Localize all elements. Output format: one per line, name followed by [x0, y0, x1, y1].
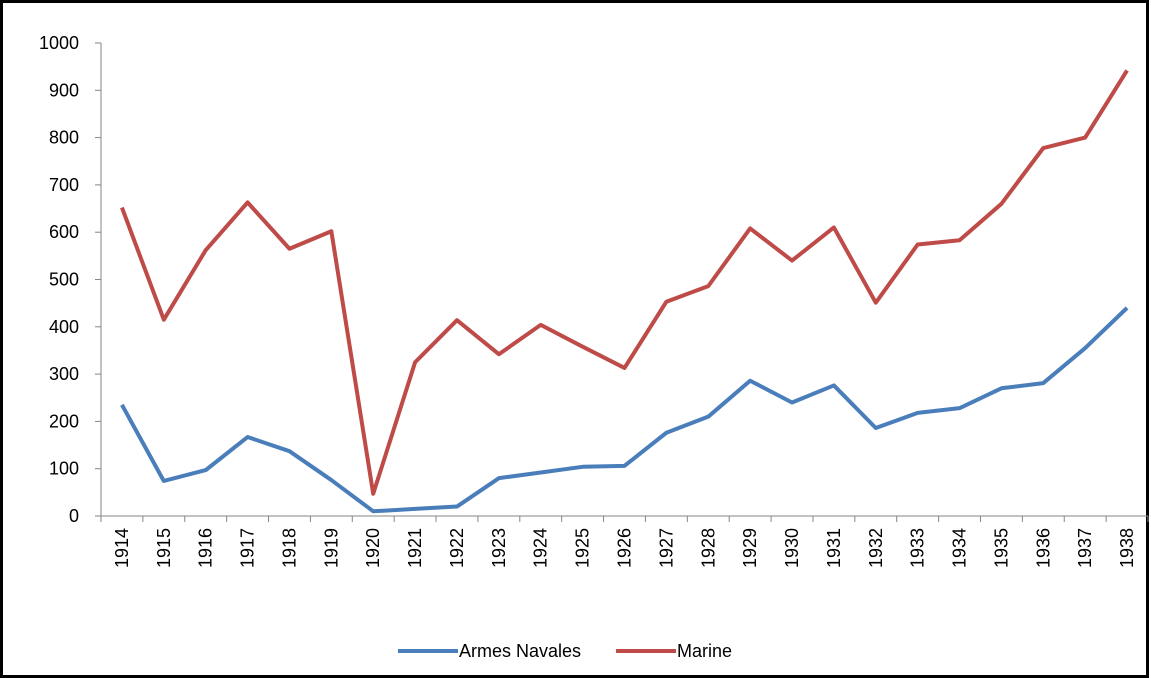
- y-tick-label: 700: [49, 175, 79, 195]
- x-tick-label: 1916: [196, 528, 216, 568]
- x-tick-label: 1934: [950, 528, 970, 568]
- x-tick-label: 1922: [447, 528, 467, 568]
- x-tick-label: 1921: [405, 528, 425, 568]
- x-tick-label: 1920: [363, 528, 383, 568]
- y-tick-label: 1000: [39, 33, 79, 53]
- x-tick-label: 1918: [279, 528, 299, 568]
- x-tick-label: 1929: [740, 528, 760, 568]
- x-tick-label: 1924: [531, 528, 551, 568]
- y-tick-label: 400: [49, 317, 79, 337]
- x-tick-label: 1923: [489, 528, 509, 568]
- x-tick-label: 1914: [112, 528, 132, 568]
- series-line: [120, 69, 1129, 496]
- x-tick-label: 1932: [866, 528, 886, 568]
- y-tick-label: 800: [49, 128, 79, 148]
- x-tick-label: 1930: [782, 528, 802, 568]
- legend-label: Armes Navales: [459, 641, 581, 661]
- x-tick-label: 1926: [615, 528, 635, 568]
- series-line: [120, 306, 1129, 514]
- x-tick-label: 1915: [154, 528, 174, 568]
- x-tick-label: 1917: [238, 528, 258, 568]
- y-tick-label: 300: [49, 364, 79, 384]
- x-tick-label: 1935: [991, 528, 1011, 568]
- x-tick-label: 1936: [1033, 528, 1053, 568]
- x-tick-label: 1925: [573, 528, 593, 568]
- x-tick-label: 1937: [1075, 528, 1095, 568]
- x-tick-label: 1919: [321, 528, 341, 568]
- x-tick-label: 1933: [908, 528, 928, 568]
- x-tick-label: 1927: [656, 528, 676, 568]
- y-tick-label: 900: [49, 80, 79, 100]
- x-tick-label: 1928: [698, 528, 718, 568]
- y-tick-label: 0: [69, 506, 79, 526]
- y-tick-label: 200: [49, 411, 79, 431]
- y-tick-label: 500: [49, 270, 79, 290]
- x-tick-label: 1938: [1117, 528, 1137, 568]
- legend-label: Marine: [677, 641, 732, 661]
- x-tick-label: 1931: [824, 528, 844, 568]
- y-tick-label: 100: [49, 459, 79, 479]
- y-tick-label: 600: [49, 222, 79, 242]
